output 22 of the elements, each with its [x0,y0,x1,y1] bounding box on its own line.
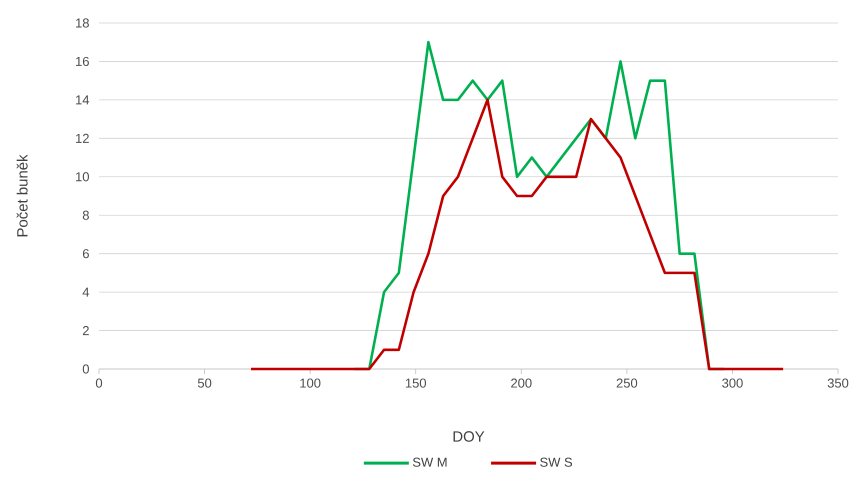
x-tick-label: 150 [406,378,426,388]
y-tick-label: 6 [82,249,89,258]
y-axis-title: Počet buněk [16,154,28,236]
x-tick-label: 200 [511,378,532,388]
y-tick-label: 16 [76,56,89,66]
x-tick-label: 350 [828,378,848,388]
x-tick-label: 100 [300,378,320,388]
y-tick-label: 12 [76,134,89,143]
legend-label: SW M [412,458,447,467]
x-tick-label: 0 [96,378,102,388]
y-tick-label: 0 [82,364,89,374]
y-tick-label: 18 [76,18,89,28]
x-tick-label: 50 [198,378,212,388]
y-tick-label: 10 [76,172,89,182]
x-tick-label: 300 [722,378,743,388]
x-tick-label: 250 [616,378,638,388]
y-tick-label: 2 [82,326,89,336]
y-tick-label: 4 [82,288,90,297]
legend-label: SW S [540,458,572,467]
y-tick-label: 8 [82,210,89,220]
x-axis-title: DOY [454,431,484,442]
y-tick-label: 14 [76,95,90,104]
